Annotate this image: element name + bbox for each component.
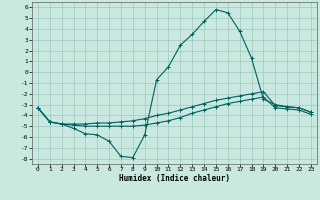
X-axis label: Humidex (Indice chaleur): Humidex (Indice chaleur) xyxy=(119,174,230,183)
